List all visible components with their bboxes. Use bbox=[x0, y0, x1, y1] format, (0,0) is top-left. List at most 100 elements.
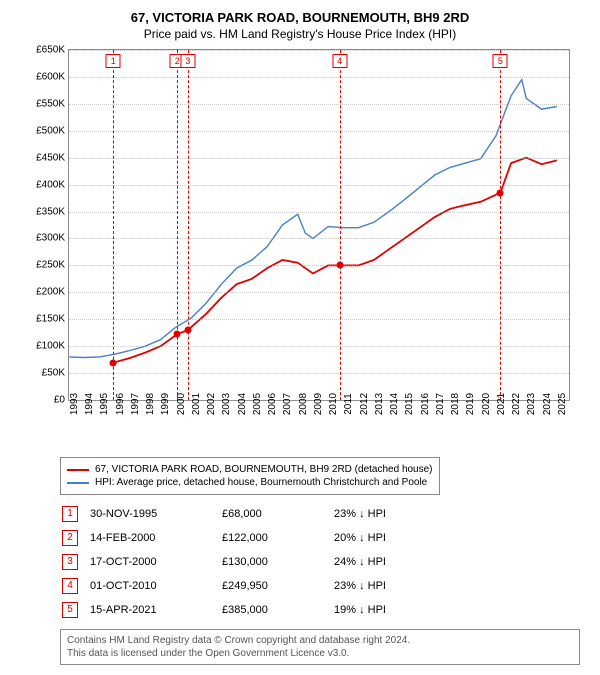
legend-row: 67, VICTORIA PARK ROAD, BOURNEMOUTH, BH9… bbox=[67, 464, 433, 475]
x-tick-label: 2007 bbox=[282, 393, 293, 415]
gridline bbox=[69, 373, 569, 374]
gridline bbox=[69, 50, 569, 51]
event-line bbox=[340, 50, 341, 400]
gridline bbox=[69, 158, 569, 159]
event-marker-label: 1 bbox=[106, 54, 121, 68]
y-tick-label: £150K bbox=[36, 314, 65, 325]
event-date: 17-OCT-2000 bbox=[90, 551, 220, 573]
event-row: 317-OCT-2000£130,00024% ↓ HPI bbox=[62, 551, 396, 573]
x-tick-label: 2015 bbox=[404, 393, 415, 415]
event-line bbox=[113, 50, 114, 400]
footer-line-1: Contains HM Land Registry data © Crown c… bbox=[67, 634, 573, 647]
x-tick-label: 2025 bbox=[557, 393, 568, 415]
x-tick-label: 2003 bbox=[221, 393, 232, 415]
x-tick-label: 2006 bbox=[267, 393, 278, 415]
event-date: 30-NOV-1995 bbox=[90, 503, 220, 525]
gridline bbox=[69, 185, 569, 186]
event-badge: 1 bbox=[62, 506, 78, 522]
gridline bbox=[69, 319, 569, 320]
event-row: 401-OCT-2010£249,95023% ↓ HPI bbox=[62, 575, 396, 597]
gridline bbox=[69, 265, 569, 266]
event-line bbox=[188, 50, 189, 400]
x-tick-label: 1996 bbox=[115, 393, 126, 415]
event-line bbox=[500, 50, 501, 400]
y-tick-label: £500K bbox=[36, 125, 65, 136]
legend-swatch bbox=[67, 469, 89, 471]
event-marker-label: 3 bbox=[180, 54, 195, 68]
y-tick-label: £650K bbox=[36, 45, 65, 56]
x-tick-label: 2016 bbox=[420, 393, 431, 415]
event-row: 214-FEB-2000£122,00020% ↓ HPI bbox=[62, 527, 396, 549]
y-tick-label: £0 bbox=[54, 395, 65, 406]
footer-line-2: This data is licensed under the Open Gov… bbox=[67, 647, 573, 660]
event-date: 14-FEB-2000 bbox=[90, 527, 220, 549]
legend-swatch bbox=[67, 482, 89, 484]
plot-area: £0£50K£100K£150K£200K£250K£300K£350K£400… bbox=[68, 49, 570, 401]
y-tick-label: £350K bbox=[36, 206, 65, 217]
event-delta: 19% ↓ HPI bbox=[334, 599, 396, 621]
x-tick-label: 2024 bbox=[542, 393, 553, 415]
x-tick-label: 1997 bbox=[130, 393, 141, 415]
event-marker-label: 5 bbox=[493, 54, 508, 68]
y-tick-label: £200K bbox=[36, 287, 65, 298]
y-tick-label: £50K bbox=[42, 368, 65, 379]
event-price: £249,950 bbox=[222, 575, 332, 597]
event-date: 15-APR-2021 bbox=[90, 599, 220, 621]
event-line bbox=[177, 50, 178, 400]
x-tick-label: 2012 bbox=[359, 393, 370, 415]
price-marker bbox=[336, 262, 343, 269]
x-tick-label: 1994 bbox=[84, 393, 95, 415]
x-tick-label: 2011 bbox=[343, 393, 354, 415]
chart-container: £0 £50K £100K £150K £200K £250K £300K £350K £400… bbox=[20, 49, 580, 429]
price-marker bbox=[497, 189, 504, 196]
x-tick-label: 2023 bbox=[526, 393, 537, 415]
x-tick-label: 2008 bbox=[298, 393, 309, 415]
price-marker bbox=[174, 331, 181, 338]
x-tick-label: 2001 bbox=[191, 393, 202, 415]
events-table: 1 30-NOV-1995£68,00023% ↓ HPI214-FEB-2000… bbox=[60, 501, 398, 623]
x-tick-label: 1999 bbox=[160, 393, 171, 415]
y-tick-label: £300K bbox=[36, 233, 65, 244]
x-tick-label: 2014 bbox=[389, 393, 400, 415]
price-marker bbox=[110, 360, 117, 367]
x-tick-label: 2018 bbox=[450, 393, 461, 415]
event-marker-label: 4 bbox=[332, 54, 347, 68]
event-price: £130,000 bbox=[222, 551, 332, 573]
x-tick-label: 1995 bbox=[99, 393, 110, 415]
event-badge: 5 bbox=[62, 602, 78, 618]
gridline bbox=[69, 212, 569, 213]
gridline bbox=[69, 292, 569, 293]
x-tick-label: 1998 bbox=[145, 393, 156, 415]
x-tick-label: 2017 bbox=[435, 393, 446, 415]
legend-label: HPI: Average price, detached house, Bour… bbox=[95, 477, 427, 488]
event-delta: 23% ↓ HPI bbox=[334, 503, 396, 525]
legend-label: 67, VICTORIA PARK ROAD, BOURNEMOUTH, BH9… bbox=[95, 464, 433, 475]
x-tick-label: 2004 bbox=[237, 393, 248, 415]
event-badge: 4 bbox=[62, 578, 78, 594]
y-tick-label: £550K bbox=[36, 98, 65, 109]
x-tick-label: 2002 bbox=[206, 393, 217, 415]
x-tick-label: 2010 bbox=[328, 393, 339, 415]
y-tick-label: £100K bbox=[36, 341, 65, 352]
title-line-1: 67, VICTORIA PARK ROAD, BOURNEMOUTH, BH9… bbox=[10, 10, 590, 25]
x-tick-label: 2019 bbox=[465, 393, 476, 415]
y-tick-label: £250K bbox=[36, 260, 65, 271]
event-row: 5 15-APR-2021£385,00019% ↓ HPI bbox=[62, 599, 396, 621]
gridline bbox=[69, 238, 569, 239]
chart-title-block: 67, VICTORIA PARK ROAD, BOURNEMOUTH, BH9… bbox=[10, 10, 590, 41]
chart-lines bbox=[69, 50, 569, 400]
x-tick-label: 1993 bbox=[69, 393, 80, 415]
x-tick-label: 2005 bbox=[252, 393, 263, 415]
legend: 67, VICTORIA PARK ROAD, BOURNEMOUTH, BH9… bbox=[60, 457, 440, 495]
gridline bbox=[69, 77, 569, 78]
gridline bbox=[69, 104, 569, 105]
x-tick-label: 2009 bbox=[313, 393, 324, 415]
event-price: £68,000 bbox=[222, 503, 332, 525]
gridline bbox=[69, 131, 569, 132]
y-tick-label: £400K bbox=[36, 179, 65, 190]
price-marker bbox=[184, 327, 191, 334]
footer-attribution: Contains HM Land Registry data © Crown c… bbox=[60, 629, 580, 665]
event-price: £122,000 bbox=[222, 527, 332, 549]
title-line-2: Price paid vs. HM Land Registry's House … bbox=[10, 27, 590, 41]
event-price: £385,000 bbox=[222, 599, 332, 621]
